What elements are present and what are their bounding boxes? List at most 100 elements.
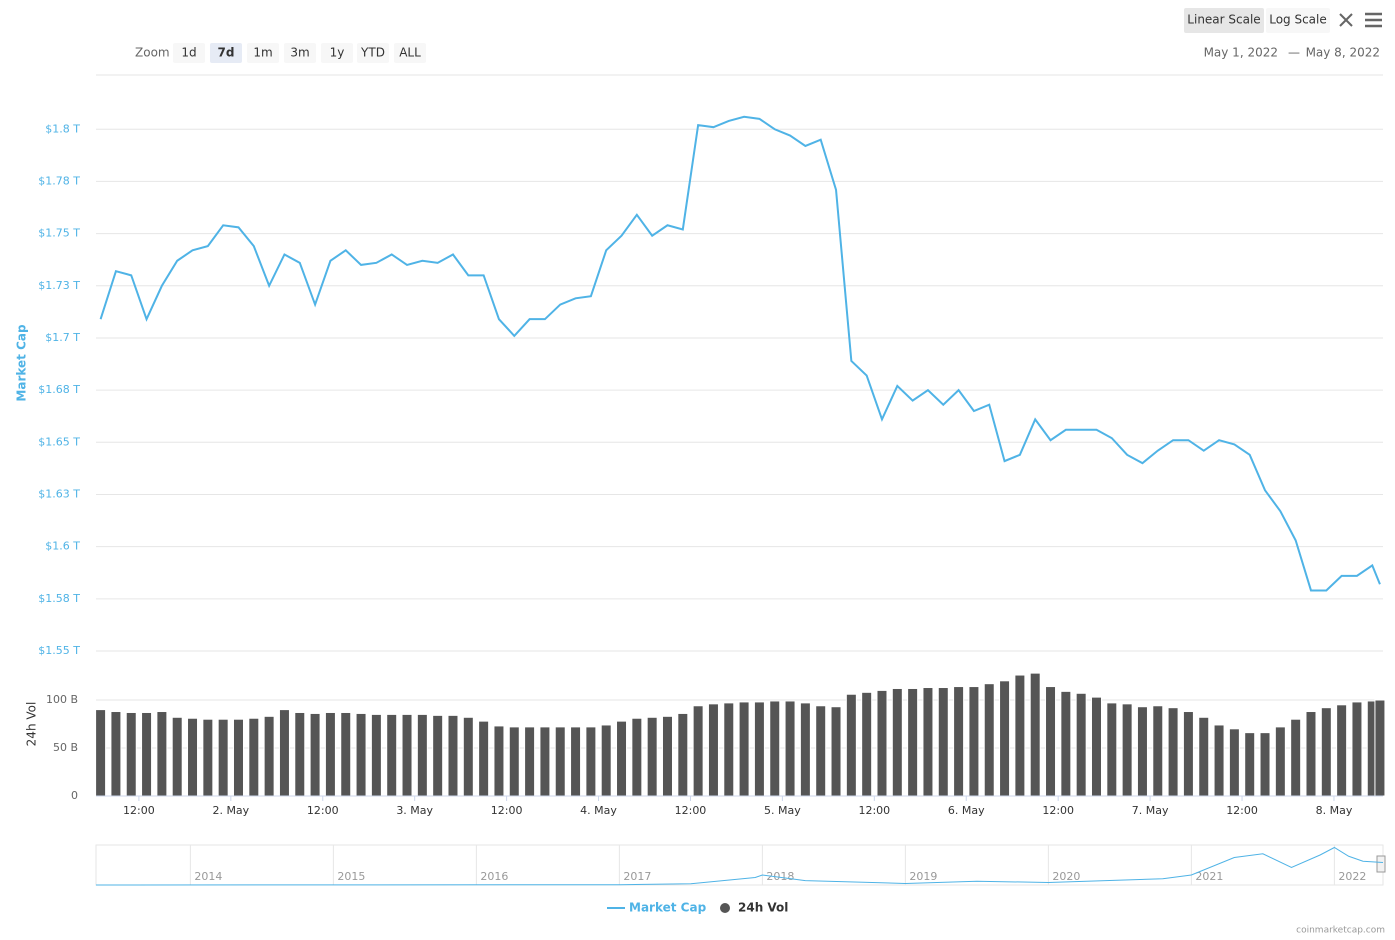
range-to: May 8, 2022 bbox=[1306, 46, 1380, 60]
navigator-tick-label: 2022 bbox=[1338, 870, 1366, 883]
y-tick-label: $1.6 T bbox=[45, 540, 80, 553]
volume-bar bbox=[876, 689, 888, 797]
x-tick-label: 12:00 bbox=[1042, 804, 1074, 817]
navigator-tick-label: 2014 bbox=[194, 870, 222, 883]
legend-circle-symbol[interactable] bbox=[720, 903, 730, 913]
volume-bar bbox=[922, 687, 934, 797]
zoom-button[interactable] bbox=[247, 43, 279, 63]
volume-bar bbox=[554, 726, 566, 797]
navigator-tick-label: 2020 bbox=[1052, 870, 1080, 883]
volume-bar bbox=[861, 691, 873, 797]
range-separator: — bbox=[1288, 46, 1300, 60]
zoom-button-label[interactable]: 1m bbox=[253, 46, 272, 60]
volume-bar bbox=[830, 706, 842, 797]
x-tick-label: 12:00 bbox=[675, 804, 707, 817]
zoom-button-label[interactable]: ALL bbox=[399, 46, 421, 60]
zoom-button[interactable] bbox=[394, 43, 426, 63]
volume-bar bbox=[340, 711, 352, 797]
volume-bar bbox=[355, 712, 367, 797]
volume-bar bbox=[631, 717, 643, 797]
volume-bar bbox=[401, 713, 413, 797]
zoom-button-label[interactable]: 7d bbox=[218, 46, 235, 60]
volume-bar bbox=[692, 705, 704, 797]
volume-bar bbox=[309, 712, 321, 797]
zoom-button[interactable] bbox=[321, 43, 353, 63]
volume-bar bbox=[1045, 686, 1057, 797]
zoom-button[interactable] bbox=[357, 43, 389, 63]
zoom-button-label[interactable]: 1y bbox=[330, 46, 345, 60]
legend-label[interactable]: Market Cap bbox=[629, 901, 707, 915]
scale-button-label[interactable]: Linear Scale bbox=[1187, 13, 1260, 27]
zoom-button-label[interactable]: 3m bbox=[290, 46, 309, 60]
volume-bar bbox=[1198, 716, 1210, 797]
x-tick-label: 8. May bbox=[1316, 804, 1353, 817]
volume-bar bbox=[1121, 703, 1133, 797]
x-tick-label: 3. May bbox=[396, 804, 433, 817]
y-tick-label: $1.55 T bbox=[38, 644, 80, 657]
volume-bar bbox=[1136, 706, 1148, 797]
zoom-label: Zoom bbox=[135, 46, 170, 60]
volume-bar bbox=[1305, 711, 1317, 797]
volume-bar bbox=[462, 716, 474, 797]
volume-bar bbox=[1213, 724, 1225, 797]
range-from: May 1, 2022 bbox=[1204, 46, 1278, 60]
navigator-tick-label: 2017 bbox=[623, 870, 651, 883]
y-tick-label: $1.75 T bbox=[38, 227, 80, 240]
volume-bar bbox=[1244, 732, 1256, 797]
volume-bar bbox=[447, 714, 459, 797]
menu-icon[interactable] bbox=[1365, 12, 1382, 28]
volume-bar bbox=[1167, 707, 1179, 797]
volume-bar bbox=[769, 700, 781, 797]
x-tick-label: 12:00 bbox=[307, 804, 339, 817]
y-tick-label: $1.58 T bbox=[38, 592, 80, 605]
volume-bar bbox=[1029, 672, 1041, 797]
volume-bar bbox=[616, 720, 628, 797]
y-tick-label: $1.63 T bbox=[38, 487, 80, 500]
market-cap-line bbox=[99, 115, 1381, 592]
volume-bar bbox=[278, 709, 290, 797]
scale-button-label[interactable]: Log Scale bbox=[1269, 13, 1327, 27]
y-tick-label: $1.73 T bbox=[38, 279, 80, 292]
navigator-line bbox=[95, 846, 1384, 886]
volume-bar bbox=[156, 711, 168, 797]
volume-bar bbox=[983, 683, 995, 797]
volume-bar bbox=[891, 687, 903, 797]
volume-bar bbox=[110, 711, 122, 797]
credits: coinmarketcap.com bbox=[1296, 926, 1385, 936]
volume-bar bbox=[815, 705, 827, 797]
y-axis-title: 24h Vol bbox=[25, 702, 39, 747]
volume-bar bbox=[707, 703, 719, 797]
volume-bar bbox=[493, 725, 505, 797]
zoom-button[interactable] bbox=[284, 43, 316, 63]
volume-bar bbox=[1374, 699, 1386, 797]
volume-bar bbox=[1351, 701, 1363, 797]
fullscreen-icon[interactable] bbox=[1339, 13, 1353, 27]
volume-bar bbox=[508, 726, 520, 797]
volume-bar bbox=[585, 726, 597, 797]
volume-bar bbox=[1182, 711, 1194, 797]
zoom-button-label[interactable]: 1d bbox=[181, 46, 196, 60]
navigator-tick-label: 2016 bbox=[480, 870, 508, 883]
volume-bar bbox=[539, 726, 551, 797]
volume-bar bbox=[999, 680, 1011, 797]
y-tick-label: $1.8 T bbox=[45, 122, 80, 135]
volume-bar bbox=[141, 711, 153, 797]
x-tick-label: 12:00 bbox=[491, 804, 523, 817]
y-tick-label: $1.78 T bbox=[38, 174, 80, 187]
volume-bar bbox=[217, 718, 229, 797]
volume-bar bbox=[263, 715, 275, 797]
volume-bar bbox=[1060, 690, 1072, 797]
zoom-button[interactable] bbox=[173, 43, 205, 63]
scale-button[interactable] bbox=[1184, 8, 1264, 33]
zoom-button[interactable] bbox=[210, 43, 242, 63]
zoom-button-label[interactable]: YTD bbox=[360, 46, 385, 60]
y-tick-label: $1.7 T bbox=[45, 331, 80, 344]
navigator-handle[interactable] bbox=[1376, 855, 1386, 873]
navigator-tick-label: 2019 bbox=[909, 870, 937, 883]
volume-bar bbox=[1075, 692, 1087, 797]
scale-button[interactable] bbox=[1266, 8, 1330, 33]
volume-bar bbox=[677, 712, 689, 797]
navigator-tick-label: 2021 bbox=[1195, 870, 1223, 883]
legend-label[interactable]: 24h Vol bbox=[738, 901, 788, 915]
